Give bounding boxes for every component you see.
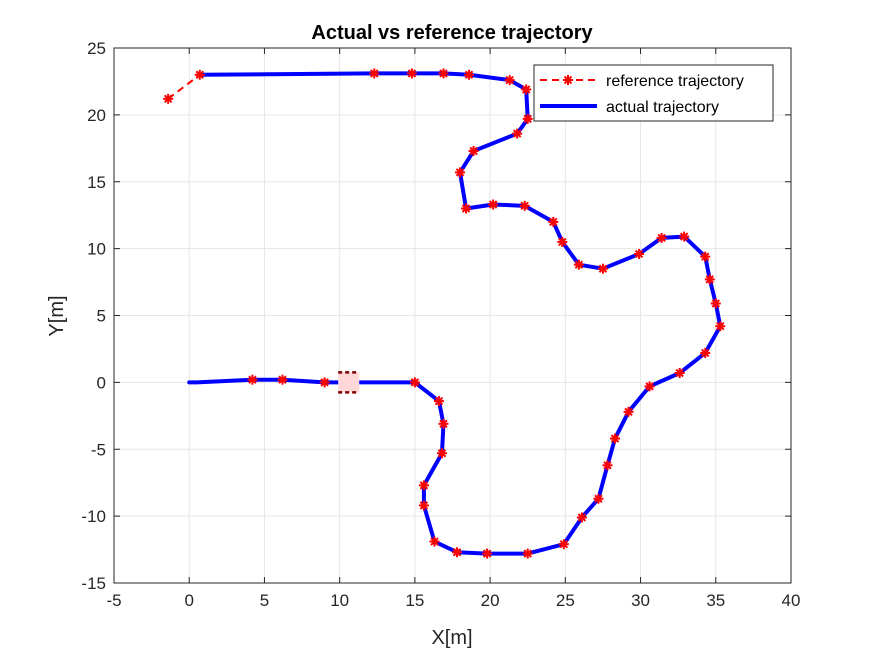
- reference-point-marker: [609, 433, 620, 444]
- y-tick-label: 5: [97, 307, 106, 326]
- y-tick-label: 15: [87, 173, 106, 192]
- x-tick-label: 15: [405, 591, 424, 610]
- reference-point-marker: [557, 236, 568, 247]
- reference-point-marker: [597, 263, 608, 274]
- reference-point-marker: [468, 145, 479, 156]
- x-tick-label: 20: [481, 591, 500, 610]
- reference-point-marker: [369, 68, 380, 79]
- reference-point-marker: [319, 377, 330, 388]
- reference-point-marker: [194, 69, 205, 80]
- reference-point-marker: [438, 68, 449, 79]
- x-tick-label: 35: [706, 591, 725, 610]
- reference-point-marker: [679, 231, 690, 242]
- y-tick-label: 20: [87, 106, 106, 125]
- reference-point-marker: [634, 248, 645, 259]
- reference-point-marker: [548, 216, 559, 227]
- reference-point-marker: [656, 232, 667, 243]
- x-tick-label: 40: [782, 591, 801, 610]
- y-tick-label: -5: [91, 440, 106, 459]
- legend-reference-label: reference trajectory: [606, 73, 744, 90]
- reference-point-marker: [576, 512, 587, 523]
- vehicle-body: [338, 372, 360, 393]
- reference-point-marker: [504, 75, 515, 86]
- x-tick-label: 0: [184, 591, 193, 610]
- actual-trajectory-series: [163, 68, 726, 559]
- reference-point-marker: [163, 93, 174, 104]
- legend-actual-label: actual trajectory: [606, 99, 719, 116]
- reference-point-marker: [674, 368, 685, 379]
- y-tick-label: 25: [87, 39, 106, 58]
- reference-point-marker: [700, 251, 711, 262]
- reference-point-marker: [573, 259, 584, 270]
- axis-ticks: -5 0 5 10 15 20 25 30 35 40 -15 -10 -5 0 5 10 15 20 25: [81, 39, 800, 610]
- y-tick-label: 10: [87, 240, 106, 259]
- reference-point-marker: [464, 69, 475, 80]
- x-tick-label: 10: [330, 591, 349, 610]
- x-axis-label: X[m]: [431, 627, 472, 649]
- reference-point-marker: [406, 68, 417, 79]
- reference-point-marker: [436, 448, 447, 459]
- reference-point-marker: [521, 84, 532, 95]
- legend: reference trajectory actual trajectory: [533, 64, 774, 122]
- y-axis-label: Y[m]: [46, 295, 68, 336]
- legend-reference-star: [563, 75, 573, 85]
- reference-point-marker: [433, 396, 444, 407]
- x-tick-label: -5: [106, 591, 121, 610]
- reference-point-marker: [482, 548, 493, 559]
- reference-point-marker: [512, 128, 523, 139]
- reference-point-marker: [452, 547, 463, 558]
- reference-point-marker: [438, 418, 449, 429]
- y-tick-label: 0: [97, 373, 106, 392]
- reference-point-marker: [418, 500, 429, 511]
- reference-point-marker: [247, 374, 258, 385]
- x-tick-label: 30: [631, 591, 650, 610]
- reference-point-marker: [700, 347, 711, 358]
- reference-point-marker: [455, 167, 466, 178]
- vehicle-marker: [338, 371, 360, 394]
- chart-title: Actual vs reference trajectory: [311, 22, 593, 44]
- reference-point-marker: [644, 381, 655, 392]
- reference-point-marker: [522, 113, 533, 124]
- x-tick-label: 25: [556, 591, 575, 610]
- reference-point-marker: [623, 406, 634, 417]
- reference-point-marker: [461, 203, 472, 214]
- reference-point-marker: [704, 274, 715, 285]
- reference-point-marker: [429, 536, 440, 547]
- reference-point-marker: [593, 493, 604, 504]
- x-tick-label: 5: [260, 591, 269, 610]
- reference-point-marker: [488, 199, 499, 210]
- reference-point-marker: [602, 460, 613, 471]
- reference-point-marker: [519, 200, 530, 211]
- y-tick-label: -15: [81, 574, 106, 593]
- reference-point-marker: [277, 374, 288, 385]
- reference-point-marker: [418, 480, 429, 491]
- reference-point-marker: [710, 298, 721, 309]
- reference-point-marker: [715, 321, 726, 332]
- reference-point-marker: [522, 548, 533, 559]
- reference-point-marker: [558, 539, 569, 550]
- legend-box: [533, 64, 774, 122]
- reference-point-marker: [409, 377, 420, 388]
- y-tick-label: -10: [81, 507, 106, 526]
